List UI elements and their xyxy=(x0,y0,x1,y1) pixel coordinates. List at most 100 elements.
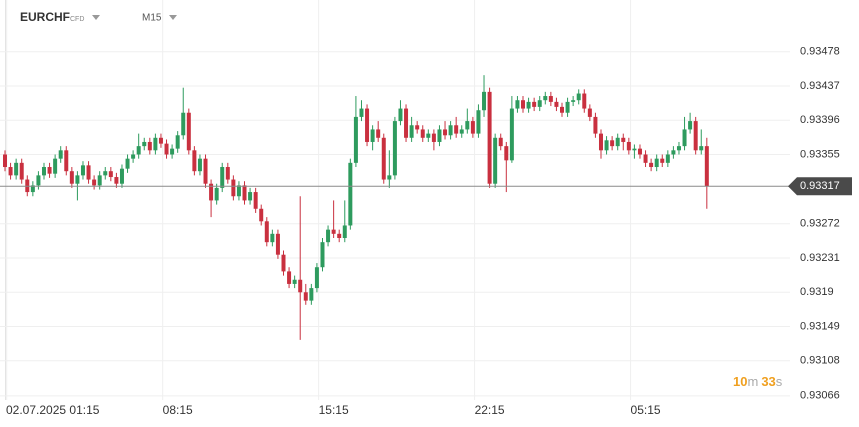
candle-body xyxy=(593,116,598,134)
candle-body xyxy=(621,137,626,142)
candle-body xyxy=(426,133,431,138)
candle-body xyxy=(125,158,130,169)
candle-body xyxy=(175,135,180,149)
candle-body xyxy=(470,121,475,134)
y-tick-label: 0.93396 xyxy=(800,114,840,126)
candle-body xyxy=(671,150,676,155)
candle-body xyxy=(192,150,197,172)
candle-body xyxy=(682,129,687,147)
y-tick-label: 0.93231 xyxy=(800,252,840,264)
candle-body xyxy=(214,187,219,201)
candle-body xyxy=(30,185,35,193)
candle-body xyxy=(259,208,264,222)
candle-body xyxy=(314,267,319,289)
candle-body xyxy=(443,129,448,136)
candle-body xyxy=(298,279,303,293)
symbol-tag: CFD xyxy=(70,16,84,23)
candle-body xyxy=(75,175,80,184)
candle-body xyxy=(476,110,481,134)
candle-body xyxy=(158,137,163,144)
candle-body xyxy=(543,96,548,101)
candle-body xyxy=(19,162,24,180)
candle-body xyxy=(560,106,564,113)
candle-body xyxy=(521,100,526,109)
y-tick-label: 0.93149 xyxy=(800,320,840,332)
symbol[interactable]: EURCHF xyxy=(20,10,70,24)
candle-body xyxy=(147,141,152,151)
candle-body xyxy=(359,108,364,117)
interval[interactable]: M15 xyxy=(142,13,162,24)
candle-body xyxy=(348,162,353,226)
candle-body xyxy=(58,150,63,159)
x-tick-label: 15:15 xyxy=(319,403,349,417)
candle-body xyxy=(337,233,342,238)
candle-body xyxy=(142,141,147,147)
candle-body xyxy=(248,192,253,201)
candle-body xyxy=(431,133,436,142)
candle-body xyxy=(487,91,492,184)
candle-body xyxy=(437,129,442,142)
candle-body xyxy=(309,288,314,301)
x-tick-label: 08:15 xyxy=(163,403,193,417)
candle-body xyxy=(53,158,58,174)
candle-body xyxy=(92,179,97,186)
x-tick-label: 22:15 xyxy=(475,403,505,417)
candle-body xyxy=(699,146,704,151)
y-tick-label: 0.93108 xyxy=(800,355,840,367)
candle-body xyxy=(509,108,514,161)
y-tick-label: 0.93437 xyxy=(800,80,840,92)
candle-body xyxy=(320,242,325,268)
candle-body xyxy=(253,192,258,209)
candle-body xyxy=(136,146,141,155)
candle-body xyxy=(203,158,208,184)
candle-body xyxy=(660,158,665,163)
candle-body xyxy=(197,158,202,172)
candle-body xyxy=(398,108,403,122)
candle-body xyxy=(415,125,420,130)
candle-body xyxy=(610,140,615,147)
candle-body xyxy=(548,96,553,102)
candle-body xyxy=(454,125,459,134)
candle-body xyxy=(8,167,13,176)
candle-body xyxy=(64,150,69,172)
candle-body xyxy=(41,167,46,176)
x-tick-label: 02.07.2025 01:15 xyxy=(6,403,100,417)
candle-body xyxy=(688,121,693,130)
candle-body xyxy=(47,167,52,174)
candle-body xyxy=(231,179,236,197)
candle-body xyxy=(164,143,169,155)
candle-body xyxy=(420,129,425,138)
candle-body xyxy=(665,154,670,163)
candle-body xyxy=(515,100,520,109)
y-tick-label: 0.93478 xyxy=(800,46,840,58)
candle-body xyxy=(637,148,642,155)
candle-body xyxy=(3,154,7,168)
candle-body xyxy=(632,148,637,151)
candle-body xyxy=(376,129,381,138)
candle-body xyxy=(404,108,409,138)
candle-body xyxy=(181,112,186,136)
candle-body xyxy=(615,137,620,147)
candle-body xyxy=(186,112,191,151)
interval-dropdown[interactable] xyxy=(169,15,177,20)
candle-body xyxy=(554,101,559,107)
candle-body xyxy=(108,171,113,178)
candle-body xyxy=(170,148,175,155)
candle-body xyxy=(342,225,347,238)
symbol-dropdown[interactable] xyxy=(92,15,100,20)
candle-body xyxy=(36,175,41,186)
candle-body xyxy=(504,146,509,161)
candle-body xyxy=(565,101,570,113)
candle-body xyxy=(220,167,225,188)
candle-body xyxy=(242,185,247,201)
candle-body xyxy=(582,93,587,109)
candle-body xyxy=(571,100,576,102)
candle-body xyxy=(526,101,531,109)
candle-body xyxy=(576,93,581,101)
candle-body xyxy=(537,100,542,107)
y-tick-label: 0.9319 xyxy=(800,286,834,298)
candle-body xyxy=(326,229,331,243)
x-tick-label: 05:15 xyxy=(631,403,661,417)
